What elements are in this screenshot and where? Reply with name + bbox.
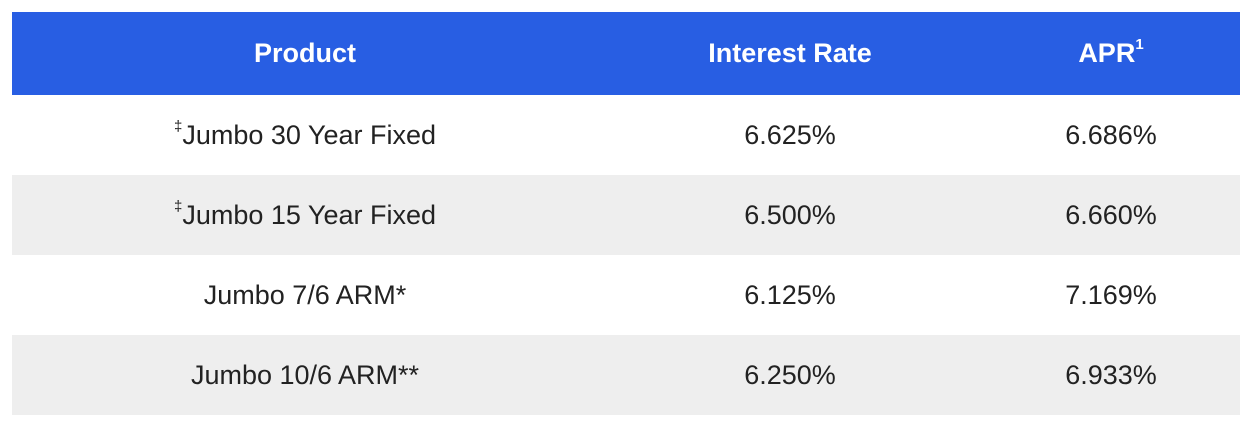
rate-cell: 6.500% — [744, 199, 836, 230]
product-name: Jumbo 15 Year Fixed — [182, 199, 436, 230]
header-cell: APR1 — [982, 36, 1240, 69]
header-text: APR — [1078, 38, 1136, 68]
header-cell: Interest Rate — [708, 38, 872, 68]
product-cell: ‡Jumbo 15 Year Fixed — [12, 197, 598, 231]
rate-cell: 6.625% — [744, 119, 836, 150]
footnote-mark: ‡ — [173, 117, 183, 135]
header-cell: Product — [253, 38, 356, 68]
rate-cell: 6.125% — [744, 279, 836, 310]
apr-cell: 6.660% — [1065, 199, 1157, 230]
table-row: Jumbo 10/6 ARM** 6.250% 6.933% — [12, 335, 1240, 415]
apr-cell: 6.686% — [1065, 119, 1157, 150]
product-cell: Jumbo 7/6 ARM* — [12, 280, 598, 311]
table-row: ‡Jumbo 30 Year Fixed 6.625% 6.686% — [12, 95, 1240, 175]
product-cell: ‡Jumbo 30 Year Fixed — [12, 117, 598, 151]
header-row: Product Interest Rate APR1 — [12, 12, 1240, 95]
rates-table: Product Interest Rate APR1 ‡Jumbo 30 Yea… — [12, 12, 1240, 415]
product-name: Jumbo 30 Year Fixed — [182, 119, 436, 150]
footnote-mark: 1 — [1135, 36, 1144, 53]
rate-cell: 6.250% — [744, 359, 836, 390]
product-cell: Jumbo 10/6 ARM** — [12, 360, 598, 391]
product-name: Jumbo 7/6 ARM* — [203, 279, 407, 310]
product-name: Jumbo 10/6 ARM** — [190, 359, 420, 390]
apr-cell: 7.169% — [1065, 279, 1157, 310]
table-row: Jumbo 7/6 ARM* 6.125% 7.169% — [12, 255, 1240, 335]
footnote-mark: ‡ — [173, 197, 183, 215]
table-row: ‡Jumbo 15 Year Fixed 6.500% 6.660% — [12, 175, 1240, 255]
apr-cell: 6.933% — [1065, 359, 1157, 390]
